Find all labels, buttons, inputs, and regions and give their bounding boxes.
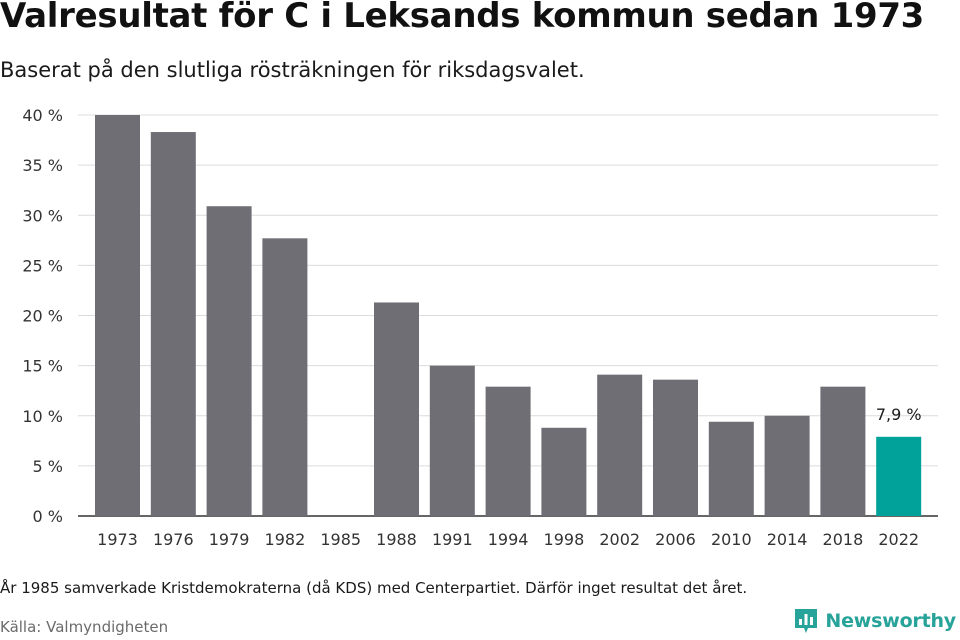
y-axis-ticks: 0 % 5 % 10 % 15 % 20 % 25 % 30 % 35 % 40 % [22,106,63,526]
y-tick-label: 0 % [33,507,63,526]
x-tick-label: 1985 [320,530,361,549]
x-tick-label: 2014 [767,530,808,549]
y-tick-label: 5 % [33,457,63,476]
x-tick-label: 1982 [265,530,306,549]
x-tick-label: 2018 [823,530,864,549]
x-tick-label: 1973 [97,530,138,549]
bar-2010 [708,421,754,516]
newsworthy-logo[interactable]: Newsworthy [793,607,956,635]
y-tick-label: 20 % [22,307,63,326]
bar-1994 [485,386,531,516]
x-tick-label: 1991 [432,530,473,549]
x-tick-label: 2022 [878,530,919,549]
x-axis-ticks: 1973 1976 1979 1982 1985 1988 1991 1994 1998 2002… [97,530,919,549]
x-tick-label: 1994 [488,530,529,549]
newsworthy-logo-icon [795,609,818,633]
x-tick-label: 1976 [153,530,194,549]
chart-title: Valresultat för C i Leksands kommun seda… [0,0,925,36]
y-tick-label: 40 % [22,106,63,125]
bar-2002 [597,374,643,516]
source-note: Källa: Valmyndigheten [0,618,169,636]
y-tick-label: 15 % [22,357,63,376]
brand-name: Newsworthy [825,610,956,632]
data-labels: 7,9 % [876,405,922,424]
x-tick-label: 2010 [711,530,752,549]
bar-1998 [541,427,587,516]
bar-1973 [95,115,140,516]
bars [95,115,922,517]
bar-1982 [262,238,308,516]
bar-2006 [653,379,698,516]
y-tick-label: 30 % [22,206,63,225]
x-tick-label: 2006 [655,530,696,549]
chart-subtitle: Baserat på den slutliga rösträkningen fö… [0,58,585,82]
x-tick-label: 1998 [544,530,585,549]
bar-1991 [429,365,475,516]
bar-chart: 0 %5 %10 %15 %20 %25 %30 %35 %40 % 1973 1… [22,106,938,549]
footnote: År 1985 samverkade Kristdemokraterna (då… [0,579,748,597]
x-tick-label: 2002 [599,530,640,549]
y-tick-label: 35 % [22,156,63,175]
y-tick-label: 25 % [22,256,63,275]
data-label-2022: 7,9 % [876,405,922,424]
y-tick-label: 10 % [22,407,63,426]
bar-2014 [764,415,810,516]
bar-2018 [820,386,866,516]
bar-1988 [374,302,419,516]
x-tick-label: 1988 [376,530,417,549]
x-tick-label: 1979 [209,530,250,549]
bar-1976 [150,132,196,517]
bar-2022 [876,436,922,516]
bar-1979 [206,206,252,517]
